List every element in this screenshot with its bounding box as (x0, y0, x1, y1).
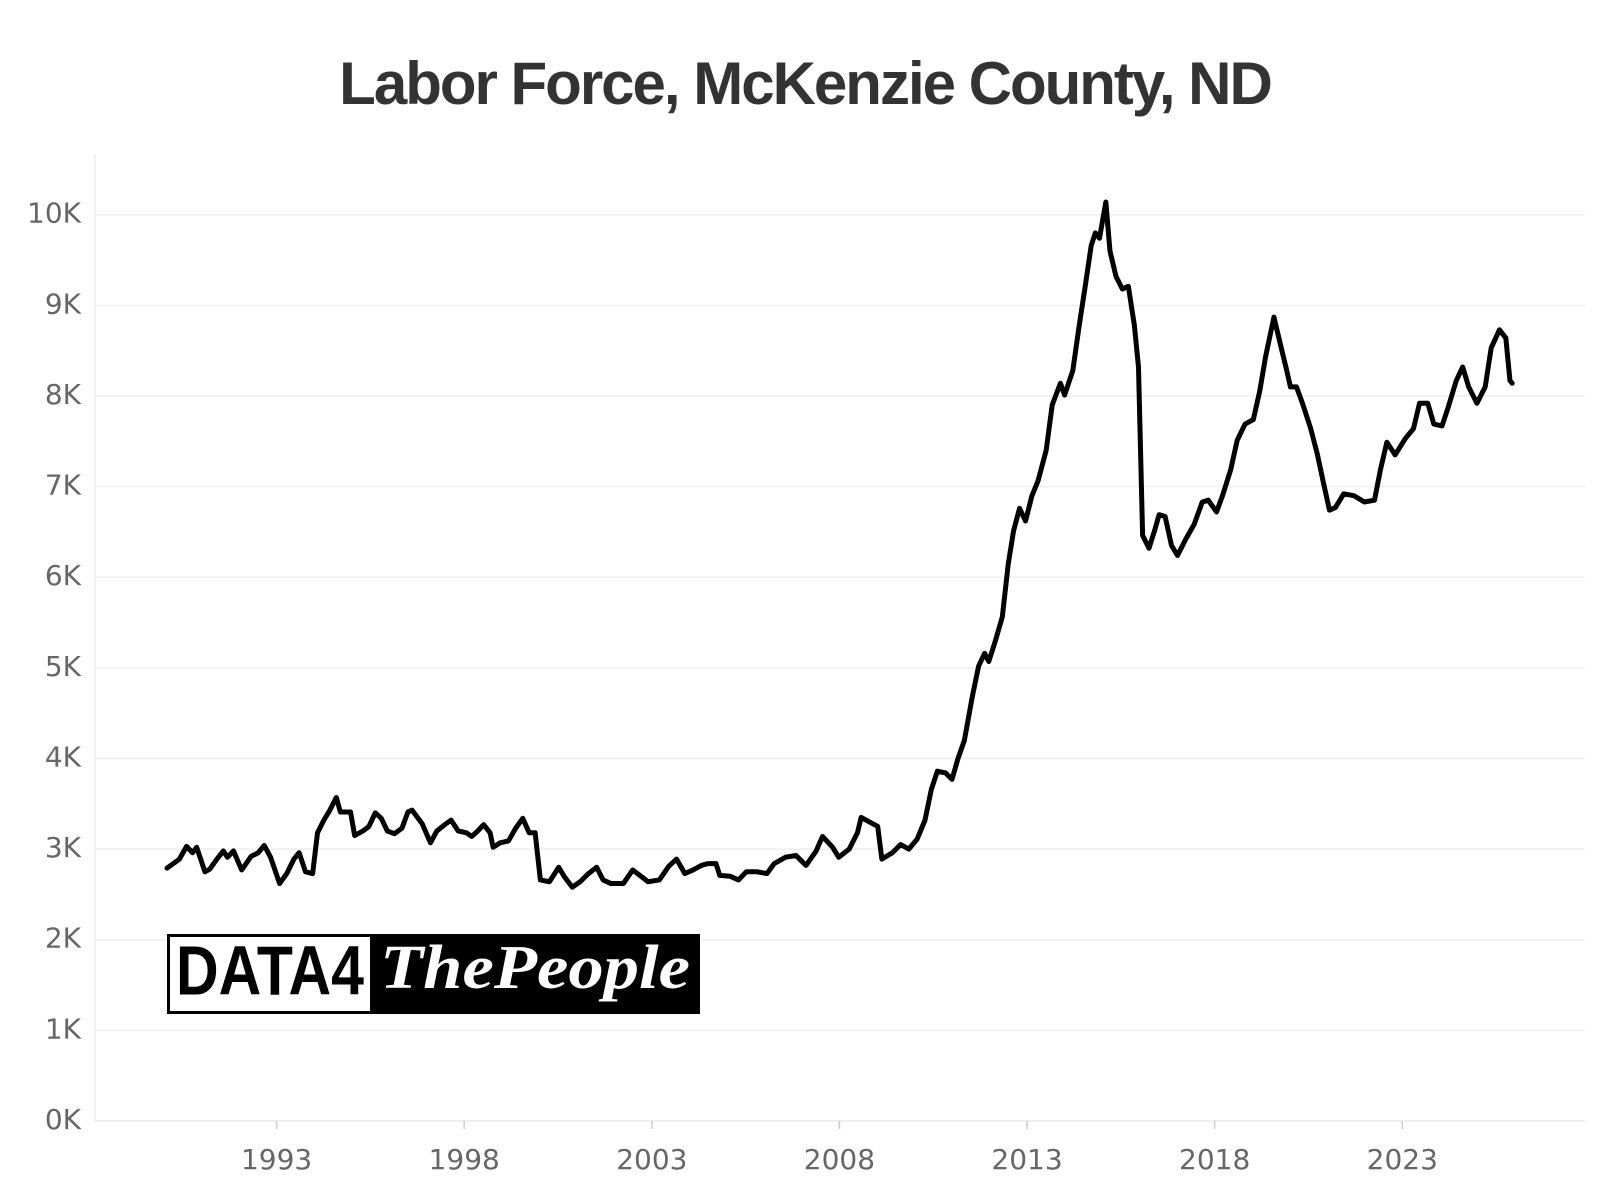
x-tick-label: 2023 (1367, 1143, 1438, 1176)
chart-title: Labor Force, McKenzie County, ND (339, 50, 1271, 117)
y-tick-label: 10K (27, 197, 82, 230)
x-tick-label: 1998 (429, 1143, 500, 1176)
y-tick-label: 1K (45, 1012, 82, 1045)
y-tick-label: 7K (45, 469, 82, 502)
y-tick-label: 8K (45, 378, 82, 411)
logo-right-text: ThePeople (380, 934, 690, 1002)
grid: 0K 1K 2K 3K 4K 5K 6K 7K 8K 9K 10K 1993 1998 2003 2008 2… (27, 197, 1585, 1176)
logo: DATA4 ThePeople (167, 931, 700, 1014)
x-tick-label: 2013 (991, 1143, 1062, 1176)
y-tick-label: 4K (45, 740, 82, 773)
line (164, 199, 1515, 890)
logo-left-text: DATA4 (176, 931, 364, 1009)
y-tick-label: 5K (45, 650, 82, 683)
y-tick-label: 0K (45, 1103, 82, 1136)
y-tick-label: 6K (45, 559, 82, 592)
x-tick-label: 1993 (241, 1143, 312, 1176)
x-tick-label: 2003 (616, 1143, 687, 1176)
x-tick-label: 2008 (804, 1143, 875, 1176)
plot (164, 199, 1515, 890)
x-tick-label: 2018 (1179, 1143, 1250, 1176)
logo-left-box (170, 937, 370, 1011)
y-tick-label: 3K (45, 831, 82, 864)
y-tick-label: 9K (45, 287, 82, 320)
y-tick-label: 2K (45, 922, 82, 955)
